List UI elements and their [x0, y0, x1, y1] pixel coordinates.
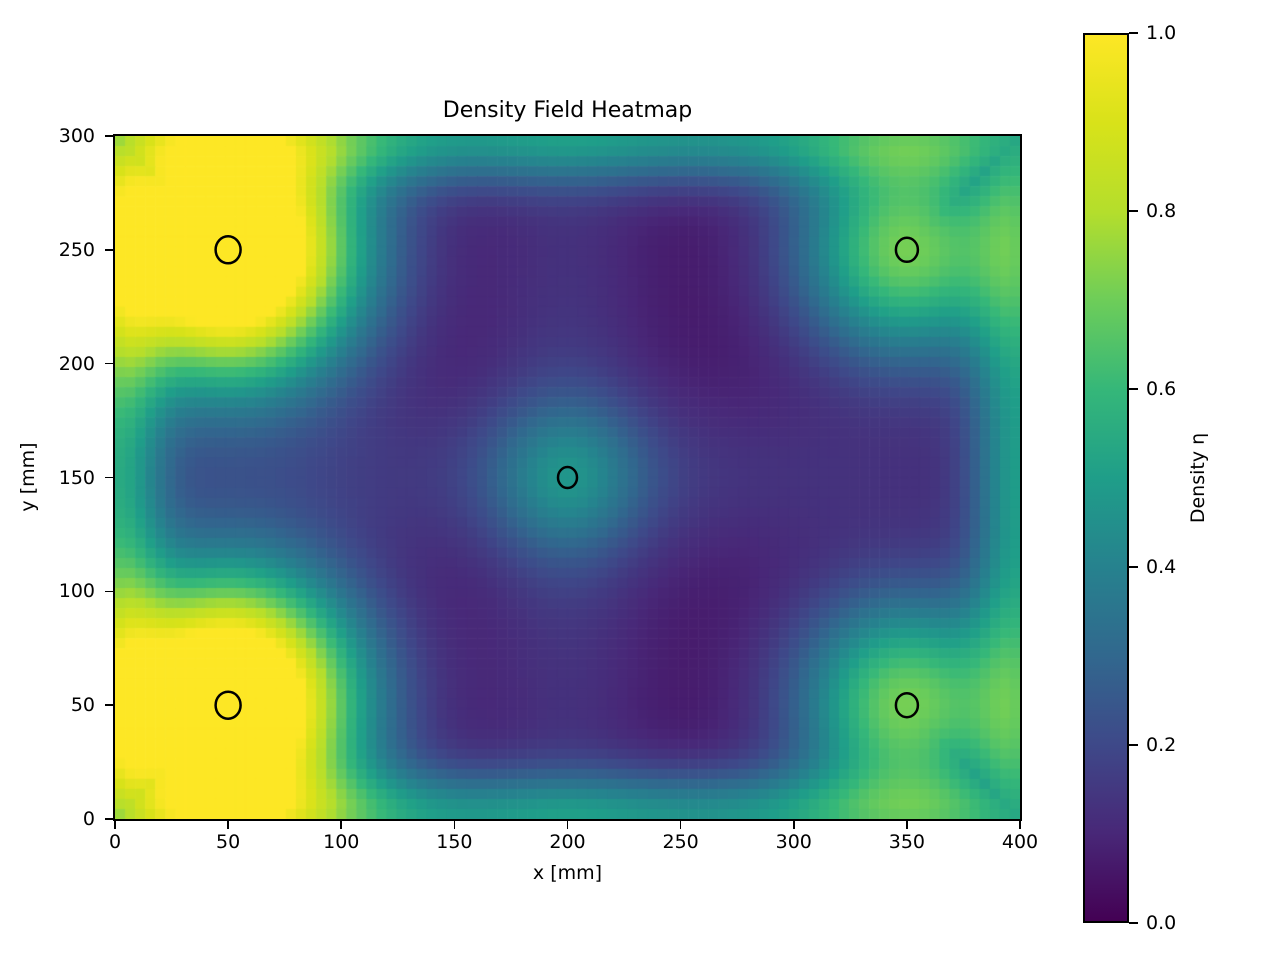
x-tick-label: 300: [775, 831, 812, 853]
heatmap-canvas: [115, 136, 1020, 819]
colorbar-tick-mark: [1129, 388, 1138, 390]
x-tick-label: 400: [1001, 831, 1039, 853]
feature-marker: [556, 465, 579, 490]
feature-marker: [894, 691, 920, 719]
colorbar-gradient: [1085, 35, 1127, 921]
y-tick-mark: [105, 704, 113, 706]
colorbar-tick-mark: [1129, 744, 1138, 746]
colorbar-tick-label: 0.6: [1146, 378, 1177, 400]
y-tick-label: 250: [58, 238, 95, 261]
x-tick-mark: [679, 821, 682, 829]
colorbar-tick-label: 0.2: [1146, 734, 1177, 756]
x-tick-label: 50: [216, 831, 241, 853]
colorbar-tick-label: 0.4: [1146, 556, 1177, 578]
colorbar-tick-label: 0.8: [1146, 200, 1177, 222]
x-tick-label: 100: [323, 831, 360, 853]
y-tick-mark: [105, 135, 113, 137]
y-tick-mark: [105, 249, 113, 251]
x-tick-mark: [227, 821, 229, 829]
x-axis-label: x [mm]: [532, 862, 603, 884]
y-tick-label: 300: [58, 125, 95, 147]
heatmap-plot: [113, 134, 1022, 821]
y-tick-mark: [105, 590, 113, 593]
colorbar: [1083, 33, 1129, 923]
x-tick-label: 250: [662, 831, 699, 853]
x-tick-mark: [1019, 821, 1021, 829]
colorbar-tick-label: 1.0: [1146, 22, 1177, 44]
colorbar-tick-label: 0.0: [1146, 912, 1177, 934]
y-tick-label: 100: [58, 580, 95, 603]
y-tick-mark: [105, 362, 113, 365]
x-tick-mark: [566, 821, 569, 829]
plot-title: Density Field Heatmap: [442, 98, 693, 123]
feature-marker: [214, 690, 242, 720]
x-tick-mark: [453, 821, 456, 829]
x-tick-label: 150: [436, 831, 473, 853]
y-tick-label: 200: [58, 352, 95, 375]
x-tick-mark: [340, 821, 343, 829]
y-tick-mark: [105, 818, 113, 820]
x-tick-mark: [906, 821, 908, 829]
feature-marker: [894, 236, 920, 264]
x-tick-label: 0: [108, 831, 122, 853]
x-tick-label: 200: [549, 831, 586, 853]
y-tick-label: 150: [58, 466, 95, 489]
feature-marker: [214, 235, 242, 265]
y-tick-mark: [105, 476, 113, 479]
colorbar-tick-mark: [1129, 32, 1138, 34]
y-tick-label: 0: [82, 808, 95, 830]
x-tick-label: 350: [888, 831, 926, 853]
colorbar-tick-mark: [1129, 922, 1138, 924]
feature-markers-overlay: [214, 235, 920, 720]
colorbar-tick-mark: [1129, 210, 1138, 212]
y-tick-label: 50: [70, 694, 95, 717]
x-tick-mark: [114, 821, 116, 829]
colorbar-tick-mark: [1129, 566, 1138, 568]
x-tick-mark: [792, 821, 795, 829]
